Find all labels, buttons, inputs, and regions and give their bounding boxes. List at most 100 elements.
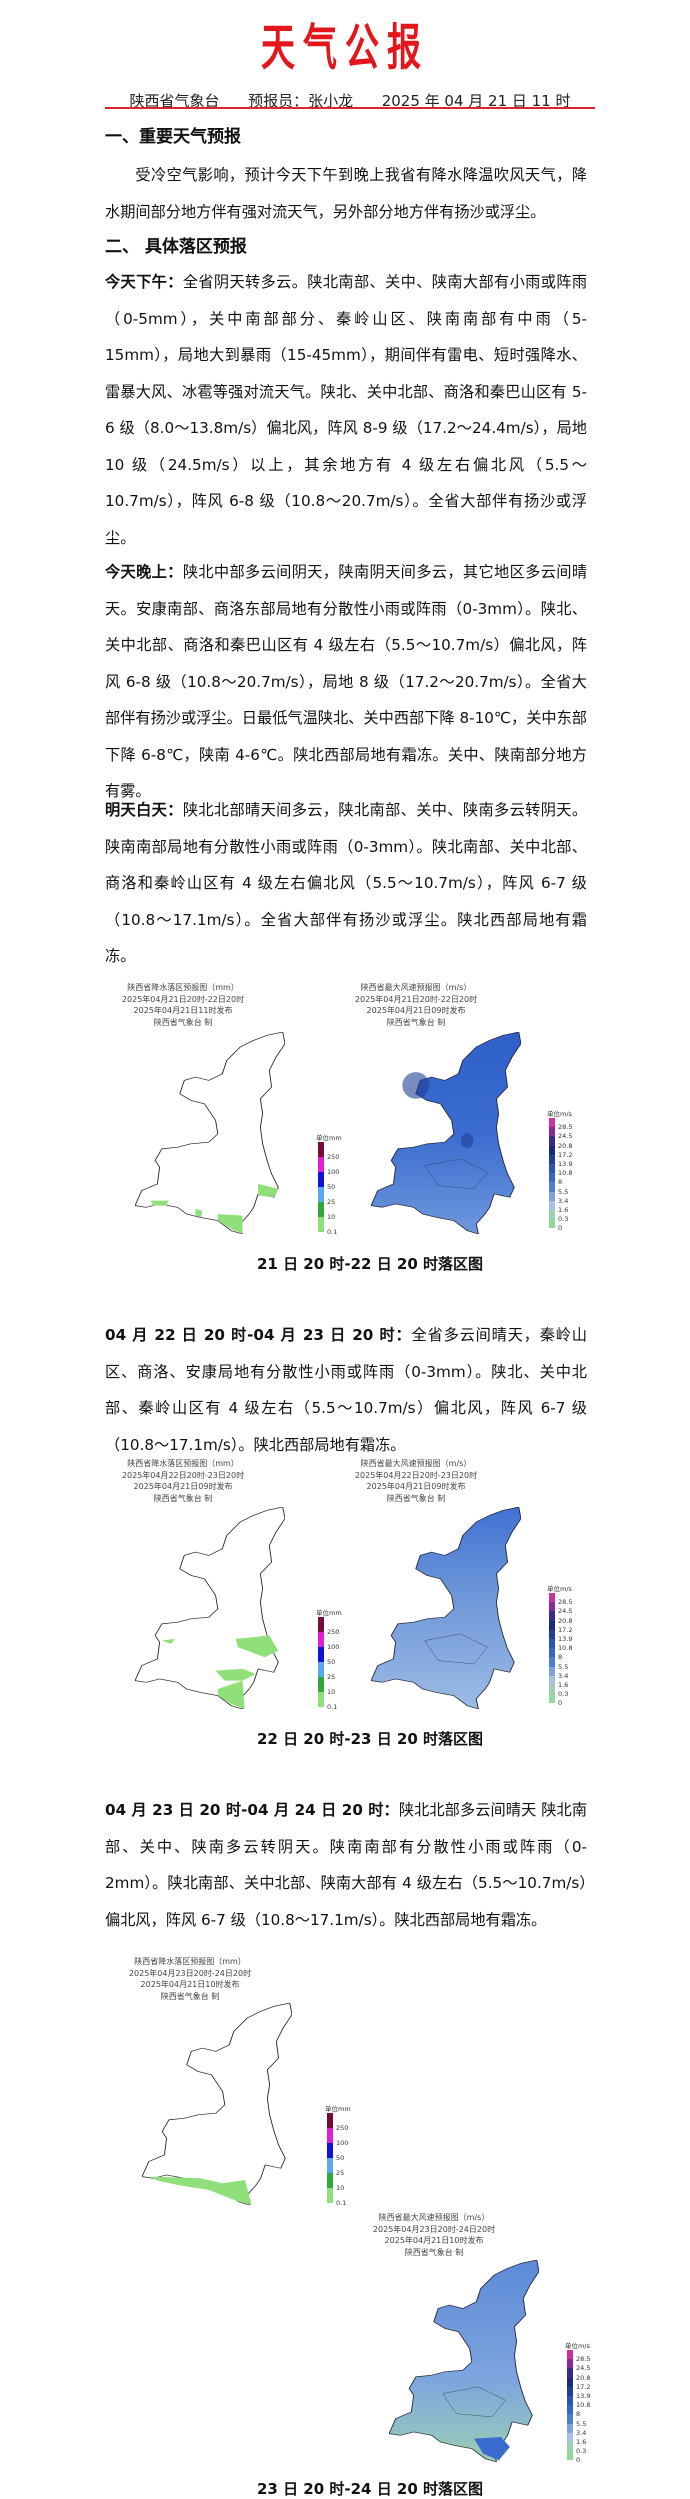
legend-swatch xyxy=(318,1677,324,1692)
wind-map-title: 陕西省最大风速预报图（m/s） xyxy=(378,2213,490,2222)
legend-swatch xyxy=(549,1164,555,1174)
rain-forecast-map xyxy=(135,1032,285,1234)
important-forecast-text: 受冷空气影响，预计今天下午到晚上我省有降水降温吹风天气，降水期间部分地方伴有强对… xyxy=(105,166,587,221)
legend-swatch xyxy=(549,1675,555,1685)
rain-area xyxy=(150,1200,169,1206)
rain-map-title-block: 陕西省降水落区预报图（mm） 2025年04月23日20时-24日20时 2025年… xyxy=(90,1956,290,2002)
legend-swatch xyxy=(318,1647,324,1662)
legend-label: 250 xyxy=(336,2124,349,2132)
district-border xyxy=(424,1158,488,1190)
section-heading-important: 一、重要天气预报 xyxy=(105,127,241,147)
legend-swatch xyxy=(318,1617,324,1632)
legend-swatch xyxy=(549,1127,555,1137)
rain-area xyxy=(195,1208,203,1218)
wind-map-issued: 2025年04月21日09时发布 xyxy=(366,1482,466,1491)
legend-swatch xyxy=(567,2414,573,2424)
legend-label: 13.9 xyxy=(558,1635,573,1643)
section-heading-detail: 二、 具体落区预报 xyxy=(105,237,247,257)
legend-swatch xyxy=(549,1145,555,1155)
rain-map-title-block: 陕西省降水落区预报图（mm） 2025年04月21日20时-22日20时 2025年… xyxy=(83,982,283,1028)
legend-unit: 单位mm xyxy=(316,1609,342,1617)
legend-swatch xyxy=(567,2451,573,2461)
legend-swatch xyxy=(549,1694,555,1704)
legend-label: 17.2 xyxy=(558,1625,573,1634)
rain-map-period: 2025年04月22日20时-23日20时 xyxy=(121,1470,245,1480)
period-label: 今天晚上： xyxy=(105,563,183,581)
legend-swatch xyxy=(549,1191,555,1201)
legend-label: 0 xyxy=(558,1699,563,1708)
legend-swatch xyxy=(327,2173,333,2188)
province-outline xyxy=(135,1507,285,1709)
legend-swatch xyxy=(549,1648,555,1658)
legend-label: 17.2 xyxy=(558,1150,573,1159)
legend-swatch xyxy=(318,1172,324,1187)
legend-swatch xyxy=(567,2423,573,2433)
legend-label: 50 xyxy=(336,2154,345,2162)
legend-swatch xyxy=(549,1611,555,1621)
wind-field xyxy=(389,2260,539,2462)
legend-label: 28.5 xyxy=(558,1598,573,1607)
legend-label: 50 xyxy=(327,1183,336,1191)
wind-map-maker: 陕西省气象台 制 xyxy=(386,1493,446,1503)
legend-label: 24.5 xyxy=(558,1607,573,1616)
rain-map-title-block: 陕西省降水落区预报图（mm） 2025年04月22日20时-23日20时 2025年… xyxy=(83,1458,283,1504)
rain-area xyxy=(150,2176,252,2205)
wind-forecast-map xyxy=(371,1032,521,1234)
wind-map-period: 2025年04月23日20时-24日20时 xyxy=(372,2224,496,2234)
rain-forecast-map xyxy=(142,2003,292,2205)
legend-label: 25 xyxy=(327,1673,336,1681)
legend-label: 0 xyxy=(558,1224,563,1233)
legend-label: 250 xyxy=(327,1153,340,1161)
legend-swatch xyxy=(567,2432,573,2442)
legend-unit: 单位m/s xyxy=(547,1585,572,1593)
rain-map-title: 陕西省降水落区预报图（mm） xyxy=(134,1957,246,1966)
wind-map-period: 2025年04月21日20时-22日20时 xyxy=(354,994,478,1004)
forecast-afternoon: 今天下午：全省阴天转多云。陕北南部、关中、陕南大部有小雨或阵雨（0-5mm），关… xyxy=(105,264,587,556)
rain-area xyxy=(217,1680,245,1709)
legend-swatch xyxy=(327,2158,333,2173)
rain-area xyxy=(215,1668,256,1681)
legend-label: 1.6 xyxy=(558,1206,569,1214)
forecast-day3: 04 月 23 日 20 时-04 月 24 日 20 时：陕北北部多云间晴天 … xyxy=(105,1792,587,1938)
issue-time: 2025 年 04 月 21 日 11 时 xyxy=(381,92,571,110)
legend-label: 10.8 xyxy=(558,1169,573,1178)
legend-swatch xyxy=(327,2128,333,2143)
district-border xyxy=(442,2386,506,2418)
province-outline xyxy=(142,2003,292,2205)
legend-label: 10.8 xyxy=(576,2401,591,2410)
high-wind-area xyxy=(474,2436,510,2461)
legend-swatch xyxy=(549,1593,555,1603)
legend-swatch xyxy=(567,2396,573,2406)
legend-swatch xyxy=(549,1118,555,1128)
legend-swatch xyxy=(327,2113,333,2128)
wind-map-title: 陕西省最大风速预报图（m/s） xyxy=(360,983,472,992)
byline: 陕西省气象台 预报员：张小龙 2025 年 04 月 21 日 11 时 xyxy=(105,90,595,111)
map-caption: 21 日 20 时-22 日 20 时落区图 xyxy=(256,1255,484,1273)
office: 陕西省气象台 xyxy=(129,92,220,110)
legend-label: 25 xyxy=(327,1198,336,1206)
wind-field xyxy=(371,1032,521,1234)
legend-label: 20.8 xyxy=(558,1616,573,1625)
wind-map-period: 2025年04月22日20时-23日20时 xyxy=(354,1470,478,1480)
legend-swatch xyxy=(549,1136,555,1146)
wind-barbs-area xyxy=(461,1133,474,1148)
forecast-tomorrow: 明天白天：陕北北部晴天间多云，陕北南部、关中、陕南多云转阴天。陕南南部局地有分散… xyxy=(105,792,587,975)
forecast-evening: 今天晚上：陕北中部多云间阴天，陕南阴天间多云，其它地区多云间晴天。安康南部、商洛… xyxy=(105,554,587,810)
legend-swatch xyxy=(549,1639,555,1649)
rain-map-title: 陕西省降水落区预报图（mm） xyxy=(127,1459,239,1468)
wind-barbs-area xyxy=(402,1072,430,1099)
legend-swatch xyxy=(549,1173,555,1183)
legend-label: 10.8 xyxy=(558,1644,573,1653)
period-label: 04 月 23 日 20 时-04 月 24 日 20 时： xyxy=(105,1801,399,1819)
legend-label: 0.3 xyxy=(576,2447,587,2456)
legend-swatch xyxy=(567,2377,573,2387)
period-text: 全省阴天转多云。陕北南部、关中、陕南大部有小雨或阵雨（0-5mm），关中南部部分… xyxy=(105,273,588,547)
legend-swatch xyxy=(318,1157,324,1172)
legend-swatch xyxy=(318,1632,324,1647)
rain-map-maker: 陕西省气象台 制 xyxy=(153,1493,213,1503)
legend-label: 0.3 xyxy=(558,1215,569,1224)
legend-label: 250 xyxy=(327,1628,340,1636)
legend-label: 8 xyxy=(558,1178,563,1187)
wind-forecast-map xyxy=(371,1507,521,1709)
legend-swatch xyxy=(318,1217,324,1232)
